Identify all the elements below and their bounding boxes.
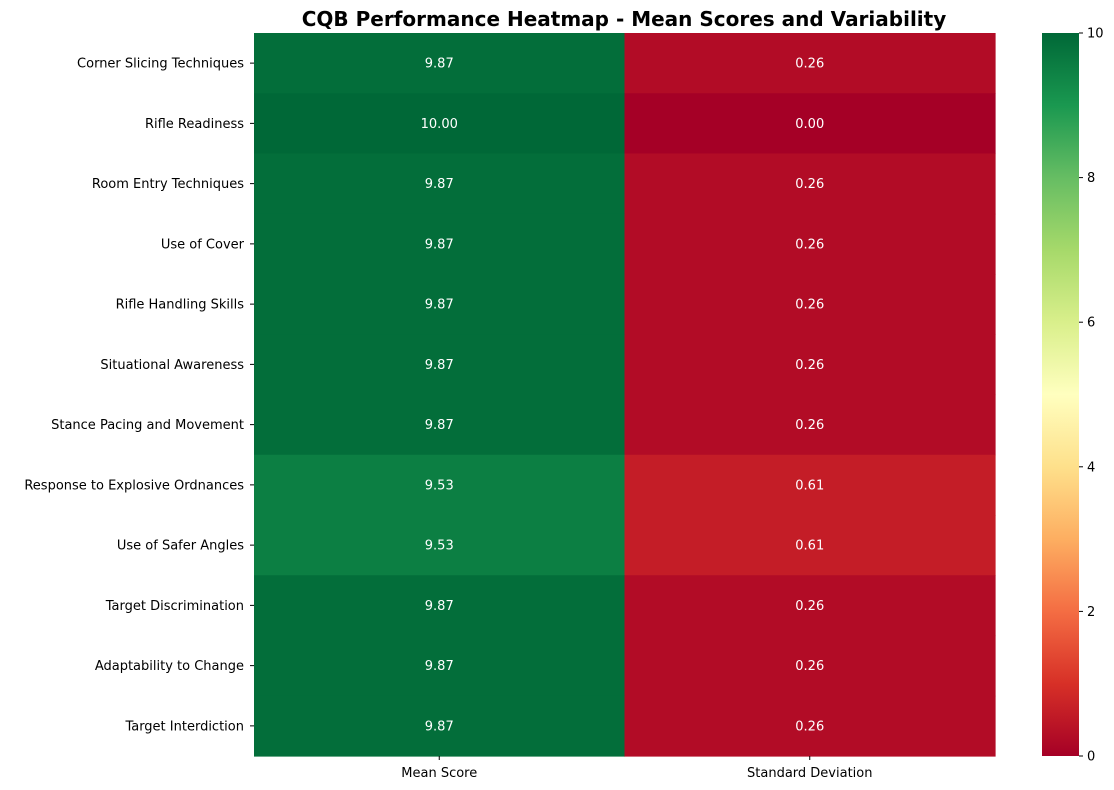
- heatmap-cells: [254, 33, 996, 757]
- y-axis: Corner Slicing Techniques Rifle Readiness…: [24, 57, 254, 734]
- heatmap-cell: [624, 153, 996, 215]
- x-tick-label: Mean Score: [401, 766, 477, 781]
- y-tick-label: Response to Explosive Ordnances: [24, 478, 244, 493]
- y-tick-label: Rifle Handling Skills: [116, 298, 245, 313]
- y-tick-label: Corner Slicing Techniques: [77, 57, 244, 72]
- heatmap-cell-label: 9.53: [425, 478, 454, 493]
- heatmap-cell-label: 0.61: [795, 539, 824, 554]
- heatmap-cell-label: 9.87: [425, 659, 454, 674]
- heatmap-cell: [624, 213, 996, 275]
- heatmap-cell-label: 9.87: [425, 237, 454, 252]
- heatmap-cell: [624, 334, 996, 396]
- heatmap-cell-label: 0.26: [795, 418, 824, 433]
- heatmap-cell: [624, 515, 996, 576]
- y-tick-label: Room Entry Techniques: [92, 177, 244, 192]
- y-tick-label: Use of Safer Angles: [117, 539, 244, 554]
- y-tick-label: Target Interdiction: [124, 719, 244, 734]
- y-tick-label: Use of Cover: [161, 237, 245, 252]
- heatmap-cell-label: 9.53: [425, 539, 454, 554]
- heatmap-cell-label: 0.26: [795, 719, 824, 734]
- heatmap-cell: [254, 515, 626, 576]
- heatmap-cell: [254, 575, 626, 637]
- colorbar-tick-label: 6: [1087, 316, 1095, 331]
- heatmap-cell-label: 0.26: [795, 298, 824, 313]
- heatmap-cell-label: 0.61: [795, 478, 824, 493]
- colorbar: 0 2 4 6 8 10: [1042, 27, 1104, 765]
- heatmap-cell-label: 0.26: [795, 177, 824, 192]
- heatmap-cell-label: 9.87: [425, 719, 454, 734]
- colorbar-tick-label: 10: [1087, 27, 1104, 42]
- heatmap-cell-label: 9.87: [425, 57, 454, 72]
- heatmap-cell-label: 0.00: [795, 117, 824, 132]
- colorbar-tick-label: 0: [1087, 750, 1095, 765]
- y-tick-label: Target Discrimination: [105, 599, 244, 614]
- heatmap-cell: [624, 274, 996, 335]
- heatmap-cell: [254, 454, 626, 516]
- heatmap-cell: [254, 213, 626, 275]
- heatmap-cell-label: 0.26: [795, 237, 824, 252]
- heatmap-cell: [254, 635, 626, 697]
- heatmap-cell: [624, 93, 996, 155]
- heatmap-cell-label: 9.87: [425, 358, 454, 373]
- y-tick-label: Stance Pacing and Movement: [51, 418, 244, 433]
- heatmap-cell: [624, 575, 996, 637]
- heatmap-cell-labels: 9.87 0.26 10.00 0.00 9.87 0.26 9.87 0.26 9.87 0.2…: [421, 57, 825, 735]
- heatmap-cell: [624, 635, 996, 697]
- colorbar-scale: [1042, 33, 1079, 756]
- heatmap-cell-label: 0.26: [795, 358, 824, 373]
- heatmap-cell-label: 9.87: [425, 177, 454, 192]
- heatmap-cell: [254, 274, 626, 335]
- y-tick-label: Situational Awareness: [100, 358, 244, 373]
- heatmap-cell-label: 9.87: [425, 599, 454, 614]
- heatmap-cell-label: 0.26: [795, 57, 824, 72]
- x-tick-label: Standard Deviation: [747, 766, 872, 781]
- colorbar-tick-label: 8: [1087, 171, 1095, 186]
- heatmap-cell: [254, 334, 626, 396]
- y-tick-label: Rifle Readiness: [145, 117, 244, 132]
- colorbar-tick-label: 4: [1087, 460, 1095, 475]
- heatmap-cell-label: 9.87: [425, 418, 454, 433]
- heatmap-cell-label: 0.26: [795, 599, 824, 614]
- heatmap-cell: [254, 394, 626, 456]
- heatmap-cell-label: 0.26: [795, 659, 824, 674]
- colorbar-tick-label: 2: [1087, 605, 1095, 620]
- heatmap-cell-label: 9.87: [425, 298, 454, 313]
- heatmap-cell: [254, 33, 626, 94]
- heatmap-cell: [254, 93, 626, 155]
- chart-title: CQB Performance Heatmap - Mean Scores an…: [302, 7, 947, 31]
- heatmap-cell: [624, 394, 996, 456]
- heatmap-cell: [624, 454, 996, 516]
- heatmap-cell-label: 10.00: [421, 117, 458, 132]
- x-axis: Mean Score Standard Deviation: [401, 756, 872, 781]
- heatmap-cell: [254, 695, 626, 757]
- heatmap-cell: [254, 153, 626, 215]
- y-tick-label: Adaptability to Change: [95, 659, 244, 674]
- heatmap-cell: [624, 695, 996, 757]
- heatmap-cell: [624, 33, 996, 94]
